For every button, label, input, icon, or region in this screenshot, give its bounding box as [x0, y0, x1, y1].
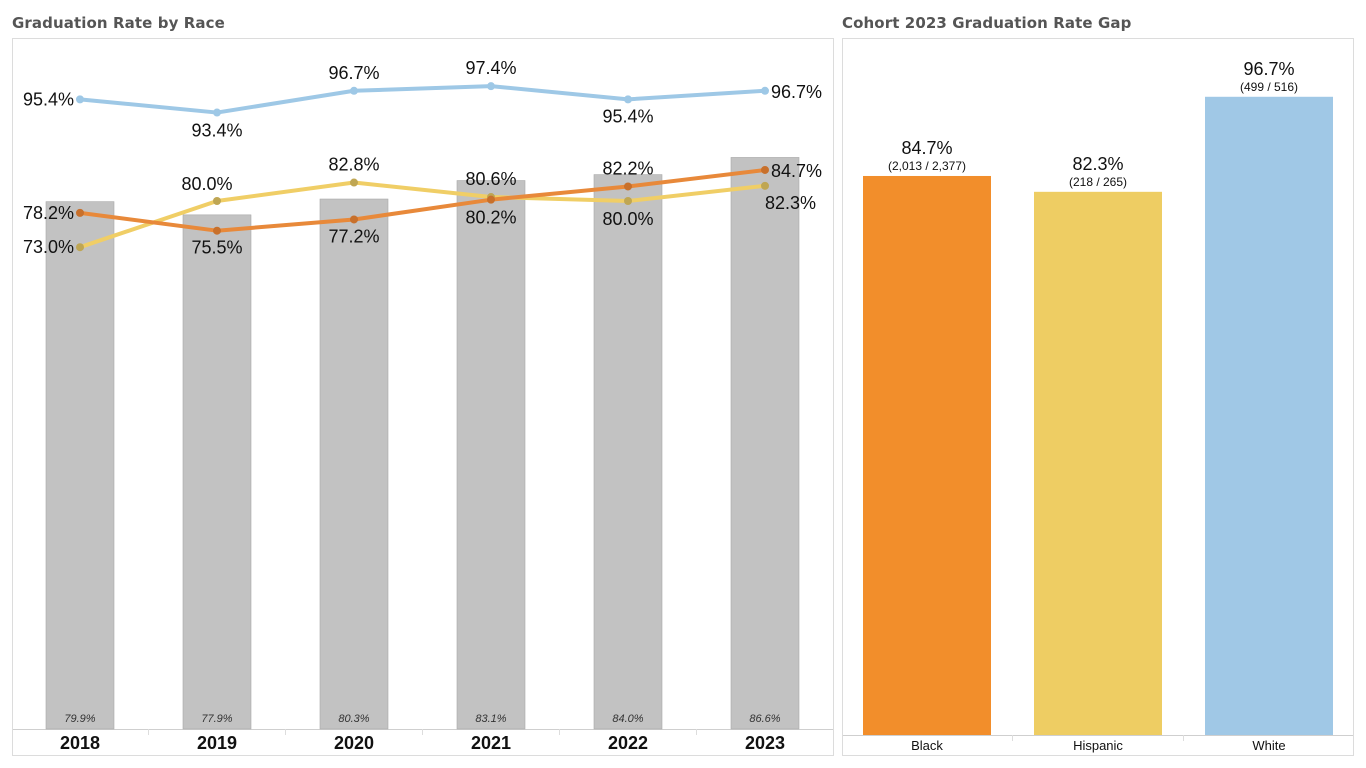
- point-white-2022: [624, 95, 632, 104]
- point-white-2021: [487, 82, 495, 91]
- label-white-2021: 97.4%: [465, 58, 516, 78]
- label-hispanic-2019: 80.0%: [181, 174, 232, 194]
- left-chart-frame: [12, 38, 834, 756]
- left-chart-title: Graduation Rate by Race: [12, 14, 225, 32]
- overall-bar-label-2021: 83.1%: [475, 713, 506, 725]
- label-black-2020: 77.2%: [328, 226, 379, 246]
- label-black-2019: 75.5%: [191, 238, 242, 258]
- overall-bar-label-2019: 77.9%: [201, 713, 232, 725]
- label-black-2023: 84.7%: [771, 161, 822, 181]
- gap-bar-value-black: 84.7%: [901, 138, 952, 158]
- overall-bar-2022: [593, 174, 663, 730]
- point-hispanic-2018: [76, 243, 84, 252]
- point-white-2019: [213, 108, 221, 117]
- overall-bar-label-2023: 86.6%: [749, 713, 780, 725]
- right-chart-frame: [842, 38, 1354, 756]
- label-white-2019: 93.4%: [191, 121, 242, 141]
- gap-bar-hispanic: [1034, 191, 1162, 735]
- overall-bar-label-2018: 79.9%: [64, 713, 95, 725]
- x-tick-label-2020: 2020: [334, 733, 374, 753]
- label-hispanic-2021: 80.6%: [465, 169, 516, 189]
- point-hispanic-2023: [761, 181, 769, 190]
- gap-bar-count-white: (499 / 516): [1240, 80, 1298, 94]
- label-black-2021: 80.2%: [465, 208, 516, 228]
- gap-bar-black: [863, 175, 991, 736]
- gap-bar-count-black: (2,013 / 2,377): [888, 159, 966, 173]
- point-black-2022: [624, 182, 632, 191]
- right-chart-title: Cohort 2023 Graduation Rate Gap: [842, 14, 1132, 32]
- overall-bar-2019: [182, 214, 252, 730]
- point-black-2021: [487, 195, 495, 204]
- gap-bar-value-white: 96.7%: [1243, 59, 1294, 79]
- x-tick-label-2021: 2021: [471, 733, 511, 753]
- line-black: [78, 167, 767, 233]
- gap-bar-white: [1205, 96, 1333, 735]
- label-white-2020: 96.7%: [328, 63, 379, 83]
- gap-x-tick-hispanic: Hispanic: [1073, 738, 1123, 753]
- overall-bar-2023: [730, 157, 800, 730]
- label-hispanic-2018: 73.0%: [23, 237, 74, 257]
- point-black-2019: [213, 226, 221, 235]
- point-black-2018: [76, 208, 84, 217]
- label-white-2023: 96.7%: [771, 82, 822, 102]
- gap-x-tick-black: Black: [911, 738, 943, 753]
- point-black-2020: [350, 215, 358, 224]
- label-hispanic-2022: 80.0%: [602, 209, 653, 229]
- label-white-2018: 95.4%: [23, 89, 74, 109]
- line-hispanic: [78, 180, 767, 250]
- point-hispanic-2022: [624, 197, 632, 205]
- x-tick-label-2019: 2019: [197, 733, 237, 753]
- overall-bar-label-2020: 80.3%: [338, 713, 369, 725]
- point-hispanic-2020: [350, 178, 358, 187]
- point-white-2023: [761, 86, 769, 95]
- overall-bar-2020: [319, 198, 389, 730]
- point-white-2020: [350, 86, 358, 95]
- x-tick-label-2018: 2018: [60, 733, 100, 753]
- overall-bar-2018: [45, 201, 115, 730]
- point-hispanic-2019: [213, 197, 221, 205]
- point-white-2018: [76, 95, 84, 104]
- gap-bar-count-hispanic: (218 / 265): [1069, 175, 1127, 189]
- x-tick-label-2023: 2023: [745, 733, 785, 753]
- label-hispanic-2023: 82.3%: [765, 193, 816, 213]
- overall-bar-2021: [456, 180, 526, 730]
- line-white: [78, 84, 767, 115]
- x-tick-label-2022: 2022: [608, 733, 648, 753]
- gap-x-tick-white: White: [1252, 738, 1285, 753]
- label-white-2022: 95.4%: [602, 106, 653, 126]
- overall-bar-label-2022: 84.0%: [612, 713, 643, 725]
- gap-bar-value-hispanic: 82.3%: [1072, 154, 1123, 174]
- label-black-2022: 82.2%: [602, 158, 653, 178]
- label-black-2018: 78.2%: [23, 203, 74, 223]
- label-hispanic-2020: 82.8%: [328, 155, 379, 175]
- point-black-2023: [761, 165, 769, 174]
